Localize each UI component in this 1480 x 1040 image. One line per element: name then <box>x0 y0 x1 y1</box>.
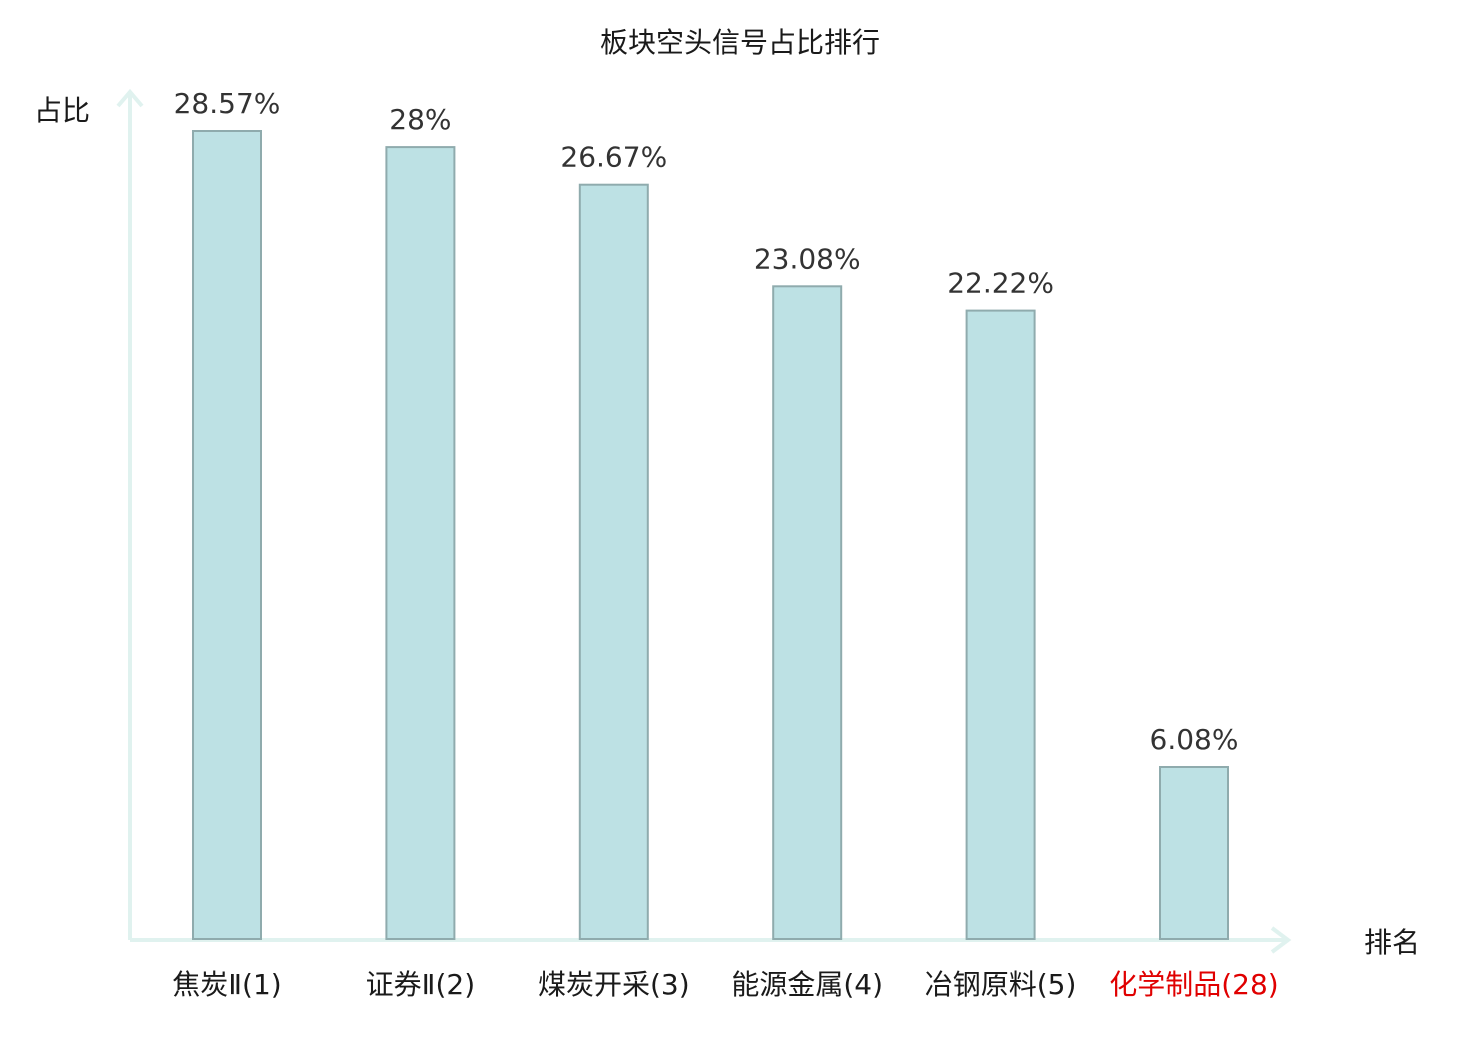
bars-group: 28.57% 焦炭Ⅱ(1) 28% 证券Ⅱ(2) 26.67% 煤炭开采(3) 23.08%… <box>172 87 1278 1001</box>
y-axis-label: 占比 <box>34 94 90 127</box>
chart-title: 板块空头信号占比排行 <box>600 26 880 59</box>
bar-value-label: 28.57% <box>174 87 281 120</box>
x-tick-label: 焦炭Ⅱ(1) <box>172 968 281 1001</box>
x-tick-label: 能源金属(4) <box>731 968 883 1001</box>
x-tick-label: 化学制品(28) <box>1109 968 1278 1001</box>
bar-value-label: 6.08% <box>1150 723 1239 756</box>
bar <box>578 183 649 940</box>
x-axis-arrow <box>1270 926 1292 954</box>
y-axis-arrow <box>116 88 144 108</box>
bar-value-label: 26.67% <box>560 141 667 174</box>
x-tick-label: 煤炭开采(3) <box>538 968 690 1001</box>
x-tick-label: 冶钢原料(5) <box>925 968 1077 1001</box>
bar-value-label: 23.08% <box>754 242 861 275</box>
x-tick-label: 证券Ⅱ(2) <box>366 968 475 1001</box>
bar-value-label: 22.22% <box>947 267 1054 300</box>
bar <box>772 285 843 940</box>
bar <box>965 309 1036 941</box>
x-axis-label: 排名 <box>1364 926 1420 959</box>
bar-value-label: 28% <box>389 103 451 136</box>
bar <box>1159 766 1229 940</box>
x-axis <box>130 926 1292 954</box>
bar <box>192 130 262 940</box>
bar <box>385 146 456 941</box>
y-axis <box>116 88 144 940</box>
